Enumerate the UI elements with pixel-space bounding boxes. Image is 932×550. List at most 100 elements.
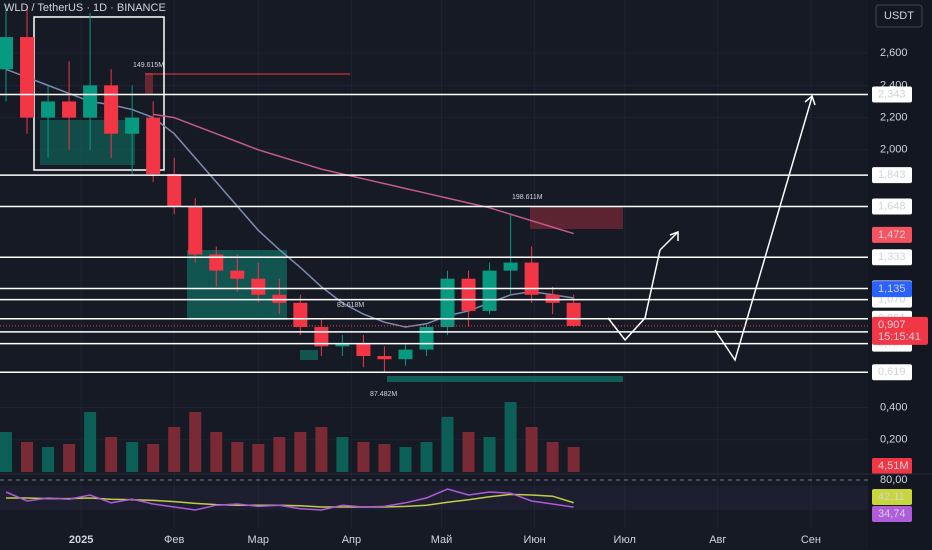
volume-bar (315, 427, 328, 472)
volume-bar (420, 442, 433, 472)
volume-bar (441, 417, 454, 472)
volume-tag (872, 458, 912, 474)
candle-body (419, 327, 434, 350)
volume-bar (336, 437, 349, 472)
annotation: 83.618M (337, 302, 364, 309)
volume-bar (294, 432, 307, 472)
arrowhead (804, 94, 816, 106)
volume-bar (42, 447, 55, 472)
rsi-tick-label: 80,00 (880, 474, 908, 486)
x-tick-label: Июл (614, 534, 636, 546)
volume-bar (147, 444, 160, 472)
volume-bar (0, 432, 13, 472)
volume-bar (273, 437, 286, 472)
volume-bar (546, 442, 559, 472)
currency[interactable]: USDT (884, 10, 914, 22)
symbol-title: WLD / TetherUS · 1D · BINANCE (4, 2, 166, 14)
candle-body (482, 270, 497, 311)
level-label: 0,619 (878, 366, 906, 378)
volume-bar (462, 432, 475, 472)
level-label: 2,343 (878, 88, 906, 100)
zone (387, 376, 623, 382)
volume-bar (63, 444, 76, 472)
candle-body (188, 206, 203, 255)
candle-body (167, 173, 182, 207)
y-tick-label: 0,400 (880, 401, 908, 413)
candle-body (125, 117, 140, 134)
level-tag (872, 249, 912, 266)
marker-tag (872, 226, 912, 243)
rsi-label: 34,74 (878, 508, 906, 520)
candle-body (62, 101, 77, 118)
candle-body (524, 262, 539, 295)
currency-button[interactable] (875, 4, 923, 28)
ma-fast (5, 68, 574, 328)
candle-body (503, 262, 518, 271)
volume-bar (105, 437, 118, 472)
level-label: 1,333 (878, 251, 906, 263)
rsi-tag (872, 489, 912, 505)
candle-body (41, 101, 56, 118)
candle-body (20, 37, 35, 118)
candle-body (545, 294, 560, 303)
grid (0, 0, 868, 528)
marker-label: 1,135 (878, 283, 906, 295)
candle-body (398, 349, 413, 360)
candle-body (146, 117, 161, 174)
zone (530, 207, 623, 229)
level-label: 1,648 (878, 200, 906, 212)
volume-bar (252, 444, 265, 472)
volume-bar (210, 432, 223, 472)
volume-bar (357, 442, 370, 472)
annotation: 198.611M (512, 194, 543, 201)
y-tick-label: 2,600 (880, 47, 908, 59)
rsi-tag (872, 506, 912, 522)
zone (145, 73, 153, 95)
candle-body (293, 302, 308, 328)
level-label: 1,843 (878, 169, 906, 181)
x-tick-label: Июн (523, 534, 545, 546)
volume-bar (525, 427, 538, 472)
level-tag (872, 198, 912, 215)
candle-body (440, 278, 455, 328)
volume-bar (126, 442, 139, 472)
volume-bar (189, 412, 202, 472)
level-tag (872, 364, 912, 381)
volume-bar (504, 402, 517, 472)
candle-body (272, 294, 287, 303)
x-tick-label: Фев (164, 534, 184, 546)
projection (607, 249, 661, 342)
candle-body (104, 85, 119, 134)
rsi-label: 42,11 (878, 491, 905, 503)
x-tick-label: Сен (801, 534, 821, 546)
rsi-band (0, 486, 868, 510)
projection (659, 231, 679, 251)
volume-bar (84, 412, 97, 472)
ma-slow (153, 113, 574, 235)
candle-body (0, 37, 14, 70)
x-tick-label: Апр (342, 534, 361, 546)
volume-bar (378, 444, 391, 472)
candle-body (335, 343, 350, 347)
projection (714, 96, 813, 362)
candle-body (83, 85, 98, 118)
x-tick-label: Май (431, 534, 453, 546)
volume-bar (483, 437, 496, 472)
annotation: 149.615M (133, 62, 164, 69)
candle-body (209, 254, 224, 271)
marker-label: 1,472 (878, 229, 906, 241)
x-tick-label: Авг (709, 534, 726, 546)
y-tick-label: 2,000 (880, 144, 908, 156)
candle-body (566, 302, 581, 326)
candle-body (251, 278, 266, 295)
volume-bar (168, 427, 181, 472)
last-price-tag (872, 316, 928, 345)
candle-body (356, 343, 371, 357)
volume-bar (231, 442, 244, 472)
volume-bar (399, 447, 412, 472)
zone (300, 350, 318, 360)
volume-bar (21, 442, 34, 472)
arrowhead (669, 230, 679, 241)
